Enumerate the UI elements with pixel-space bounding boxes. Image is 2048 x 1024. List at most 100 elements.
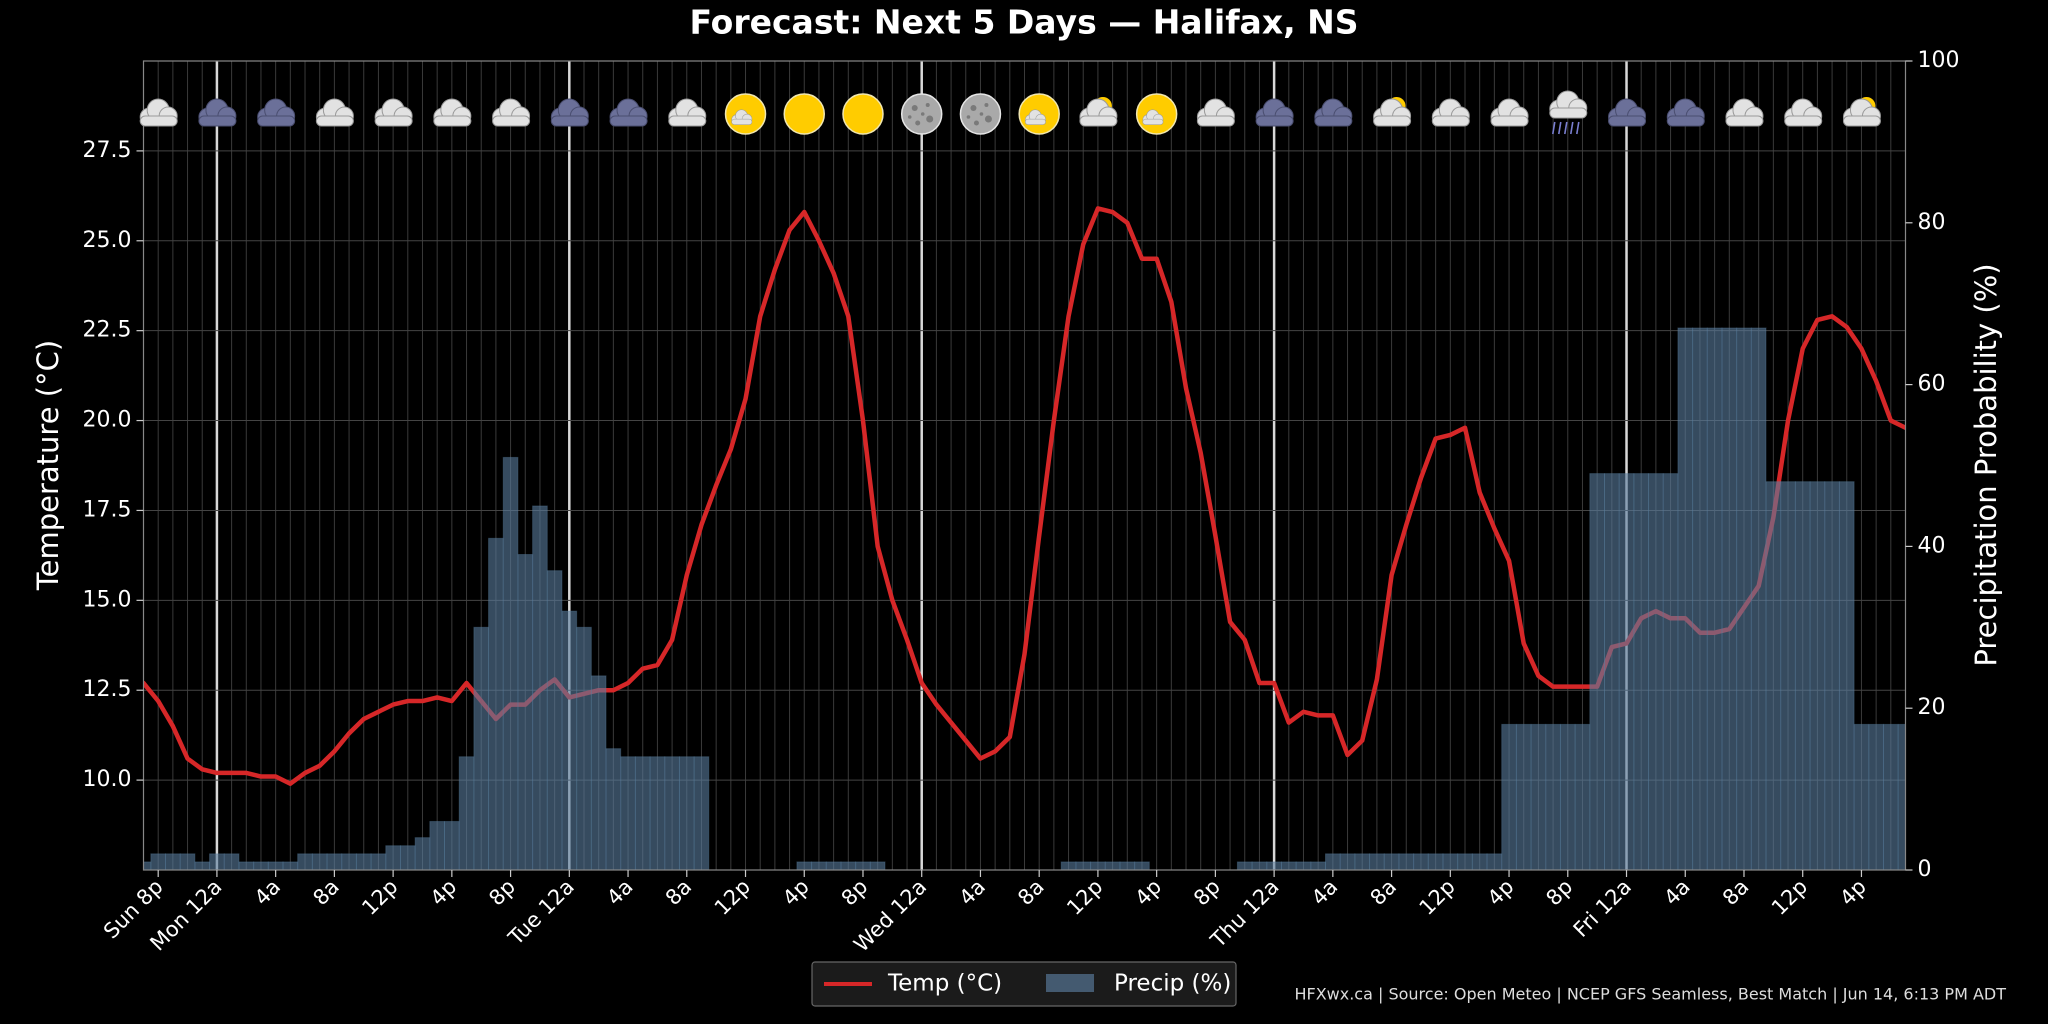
precip-bar [1354,853,1371,870]
precip-bar [1824,481,1840,870]
precip-bar [1236,861,1253,870]
y-tick-label: 27.5 [83,138,132,163]
precip-bar [796,861,813,870]
y2-axis-label: Precipitation Probability (%) [1969,263,2003,666]
precip-bar [267,861,284,870]
x-tick-label: 8p [1189,875,1225,911]
precip-bar [649,756,666,870]
precip-bar [620,756,636,870]
precip-bar [1882,723,1899,870]
precip-bar [1603,473,1620,870]
x-tick-label: 8p [484,875,520,911]
precip-bar [1677,327,1694,870]
x-tick-label: 4p [1483,875,1519,911]
precip-bar [1545,723,1561,870]
precip-bar [1339,853,1356,870]
precip-bar [1633,473,1650,870]
precip-bar [282,861,299,870]
legend-label: Temp (°C) [887,971,1002,997]
precip-bar [1295,861,1312,870]
y-tick-label: 12.5 [83,677,132,702]
x-tick-label: 4p [1130,875,1166,911]
x-tick-label: 8a [1366,875,1402,911]
x-tick-label: 8a [1013,875,1049,911]
precip-bar [399,845,416,870]
precip-bar [576,626,592,870]
precip-bar [488,537,504,870]
precip-bar [1736,327,1752,870]
precip-bar [590,675,607,870]
precip-bar [1794,481,1811,870]
x-tick-label: 4a [602,875,638,911]
precip-bar [1515,723,1532,870]
precip-bar [194,861,211,870]
precip-bar [1501,723,1517,870]
precip-bar [502,456,519,870]
precip-bar [1090,861,1106,870]
precip-bar [1442,853,1459,870]
precip-bar [311,853,328,870]
precip-bar [1530,723,1547,870]
precip-bar [326,853,343,870]
precip-bar [1471,853,1488,870]
precip-bar [444,820,460,870]
precip-bar [150,853,167,870]
y-tick-label: 15.0 [83,587,132,612]
precip-bar [1413,853,1429,870]
y2-tick-label: 60 [1918,372,1946,397]
precip-bar [1266,861,1282,870]
precip-bar [664,756,680,870]
precip-bar [1838,481,1855,870]
precip-bar [1457,853,1473,870]
weather-icon [1137,94,1177,134]
precip-bar [517,553,534,870]
precip-bar [855,861,871,870]
precip-bar [1134,861,1150,870]
y-tick-label: 22.5 [83,318,132,343]
precip-bar [825,861,842,870]
precip-bar [370,853,387,870]
x-tick-label: 4p [1835,875,1871,911]
precip-bar [1104,861,1121,870]
precip-bar [385,845,401,870]
legend-label: Precip (%) [1114,971,1231,997]
x-tick-label: 12p [357,875,402,920]
x-tick-label: 8a [661,875,697,911]
precip-bar [1780,481,1796,870]
weather-icon [959,93,1002,135]
chart-title: Forecast: Next 5 Days — Halifax, NS [689,3,1358,42]
y-tick-label: 17.5 [83,497,132,522]
precip-bar [179,853,196,870]
precip-bar [1589,473,1605,870]
weather-icon [1019,94,1059,134]
precip-bar [1809,481,1826,870]
precip-bar [238,861,255,870]
legend: Temp (°C) Precip (%) [811,961,1237,1007]
x-tick-label: 4a [250,875,286,911]
y2-tick-label: 40 [1918,533,1946,558]
precip-bar [811,861,827,870]
precip-bar [1692,327,1708,870]
precip-bar [1251,861,1268,870]
precip-bar [1310,861,1327,870]
y-tick-label: 10.0 [83,767,132,792]
precip-bar [1721,327,1738,870]
y2-tick-label: 0 [1918,857,1932,882]
precip-bar [341,853,357,870]
legend-swatch [1046,974,1094,992]
x-tick-label: 8a [308,875,344,911]
precip-bar [1383,853,1400,870]
precip-bar [209,853,225,870]
x-tick-label: 12p [1415,875,1460,920]
legend-box [811,961,1237,1007]
x-tick-label: 4a [954,875,990,911]
precip-bar [1662,473,1679,870]
weather-icon [783,93,825,135]
x-tick-label: 8a [1718,875,1754,911]
precip-bar [355,853,372,870]
x-tick-label: 12p [710,875,755,920]
precip-bar [840,861,857,870]
precip-bar [1060,861,1077,870]
